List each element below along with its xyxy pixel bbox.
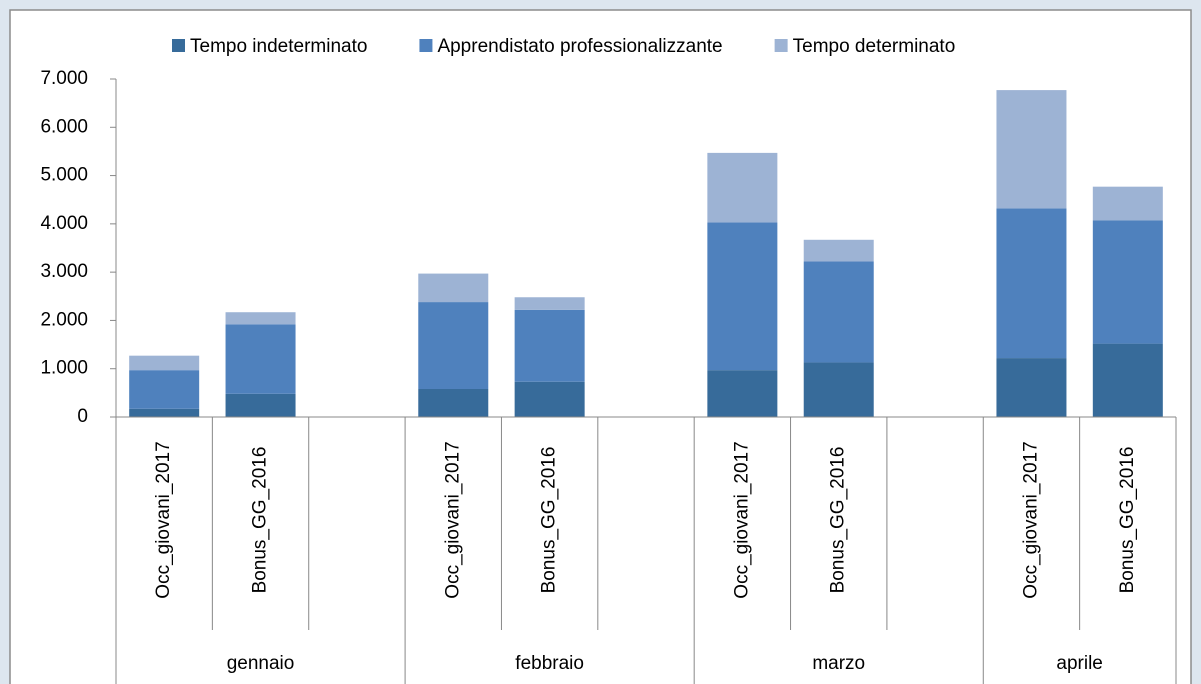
legend-swatch <box>419 39 433 52</box>
legend-label: Apprendistato professionalizzante <box>437 36 722 57</box>
legend-label: Tempo indeterminato <box>190 36 367 57</box>
legend-swatch <box>774 39 788 52</box>
bar-segment <box>707 152 778 223</box>
y-tick-label: 2.000 <box>40 309 88 330</box>
x-tick-label: Occ_giovani_2017 <box>442 441 463 598</box>
x-tick-label: Occ_giovani_2017 <box>1020 441 1041 598</box>
bar-segment <box>803 362 874 417</box>
legend-swatch <box>172 39 185 52</box>
x-tick-label: Bonus_GG_2016 <box>828 447 849 594</box>
y-tick-label: 4.000 <box>40 213 88 234</box>
bar-segment <box>225 312 296 325</box>
bar-segment <box>803 261 874 363</box>
chart-frame <box>9 9 1192 684</box>
group-label: gennaio <box>227 653 295 674</box>
y-tick-label: 0 <box>77 406 88 427</box>
bar-segment <box>707 222 778 371</box>
bar-segment <box>1092 220 1163 344</box>
bar-segment <box>129 370 200 409</box>
bar-segment <box>514 381 585 417</box>
y-tick-label: 1.000 <box>40 358 88 379</box>
x-tick-label: Occ_giovani_2017 <box>153 441 174 598</box>
bar-segment <box>225 393 296 417</box>
bar-segment <box>996 208 1067 359</box>
y-tick-label: 6.000 <box>40 116 88 137</box>
group-label: aprile <box>1056 653 1102 674</box>
bar-segment <box>707 370 778 417</box>
bar-segment <box>225 324 296 394</box>
x-tick-label: Bonus_GG_2016 <box>250 447 271 594</box>
x-tick-label: Occ_giovani_2017 <box>731 441 752 598</box>
x-tick-label: Bonus_GG_2016 <box>539 447 560 594</box>
bar-segment <box>129 355 200 371</box>
bar-segment <box>418 302 489 389</box>
y-tick-label: 7.000 <box>40 68 88 89</box>
group-label: febbraio <box>515 653 584 674</box>
bar-segment <box>514 309 585 382</box>
bar-segment <box>129 408 200 417</box>
x-tick-label: Bonus_GG_2016 <box>1117 447 1138 594</box>
y-tick-label: 5.000 <box>40 165 88 186</box>
bar-segment <box>1092 186 1163 221</box>
bar-segment <box>996 358 1067 417</box>
bar-segment <box>996 90 1067 209</box>
bar-segment <box>514 297 585 310</box>
bar-segment <box>418 273 489 303</box>
legend-label: Tempo determinato <box>793 36 956 57</box>
bar-segment <box>803 239 874 262</box>
bar-segment <box>1092 343 1163 417</box>
y-tick-label: 3.000 <box>40 261 88 282</box>
bar-segment <box>418 388 489 417</box>
group-label: marzo <box>812 653 865 674</box>
